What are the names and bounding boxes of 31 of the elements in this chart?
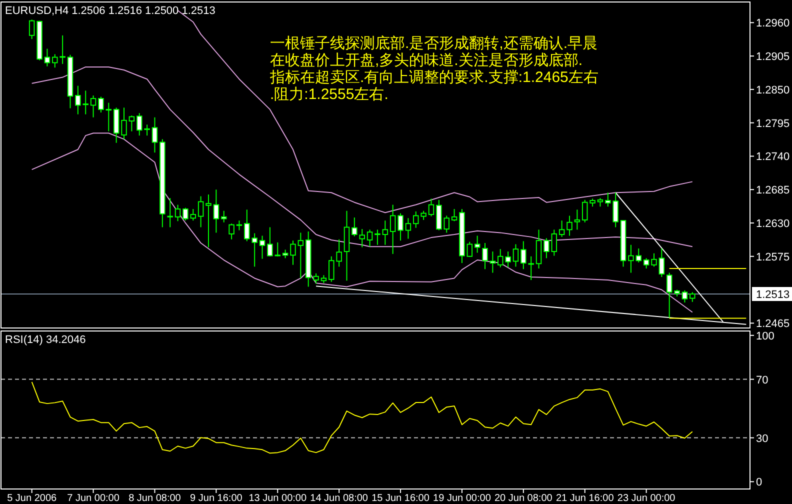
y-tick-label: 1.2575 xyxy=(756,251,790,264)
y-tick-label: 1.2960 xyxy=(756,18,790,30)
x-tick-label: 19 Jun 00:00 xyxy=(433,493,492,504)
y-tick-label: 30 xyxy=(756,432,768,445)
x-tick-label: 23 Jun 00:00 xyxy=(617,493,676,504)
x-tick-label: 14 Jun 08:00 xyxy=(310,493,368,504)
x-tick-label: 15 Jun 16:00 xyxy=(372,493,430,504)
annotation: 一根锤子线探测底部.是否形成翻转,还需确认.早晨 xyxy=(270,35,598,52)
chart-title: RSI(14) 34.2046 xyxy=(5,334,86,346)
x-tick-label: 8 Jun 08:00 xyxy=(128,493,182,504)
y-tick-label: 70 xyxy=(756,374,768,386)
annotation: 指标在超卖区.有向上调整的要求.支撑:1.2465左右 xyxy=(269,69,598,86)
y-tick-label: 100 xyxy=(756,330,774,342)
chart-title: EURUSD,H4 1.2506 1.2516 1.2500 1.2513 xyxy=(5,5,216,17)
y-tick-label: 0 xyxy=(756,476,762,489)
x-tick-label: 9 Jun 16:00 xyxy=(190,493,243,504)
y-tick-label: 1.2685 xyxy=(756,184,790,197)
y-tick-label: 1.2795 xyxy=(756,118,790,130)
y-tick-label: 1.2905 xyxy=(756,51,790,64)
y-tick-label: 1.2850 xyxy=(756,84,790,96)
annotation: 在收盘价上开盘,多头的味道.关注是否形成底部. xyxy=(270,52,583,69)
y-tick-label: 1.2630 xyxy=(756,218,790,230)
x-tick-label: 13 Jun 00:00 xyxy=(248,493,307,504)
annotation: .阻力:1.2555左右. xyxy=(270,86,388,103)
ref-line-label: 1.2513 xyxy=(756,289,790,302)
x-tick-label: 20 Jun 08:00 xyxy=(494,493,553,504)
x-tick-label: 21 Jun 16:00 xyxy=(556,493,614,504)
x-tick-label: 5 Jun 2006 xyxy=(7,493,58,504)
y-tick-label: 1.2740 xyxy=(756,151,790,164)
y-tick-label: 1.2465 xyxy=(756,318,790,330)
x-tick-label: 7 Jun 00:00 xyxy=(67,493,120,504)
